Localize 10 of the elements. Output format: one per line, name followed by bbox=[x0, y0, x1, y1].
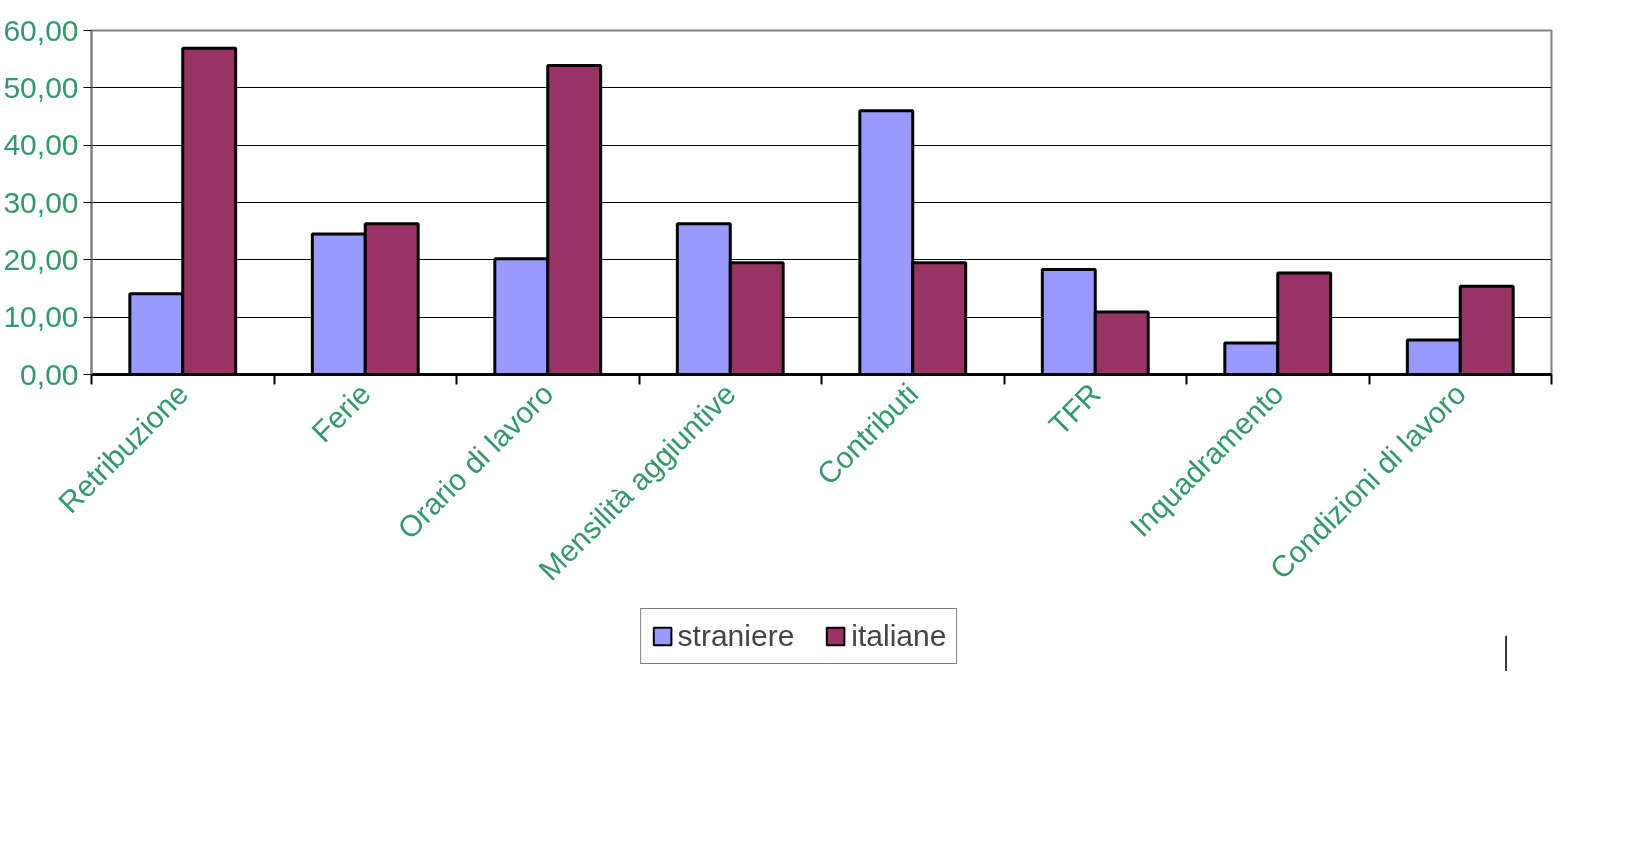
x-tick-label: TFR bbox=[1042, 376, 1107, 442]
y-tick-label: 50,00 bbox=[3, 70, 79, 104]
y-tick-label: 40,00 bbox=[3, 128, 79, 162]
y-tick-label: 60,00 bbox=[3, 13, 79, 47]
y-tick-label: 20,00 bbox=[3, 242, 79, 276]
y-tick-label: 30,00 bbox=[3, 185, 79, 219]
legend-label: italiane bbox=[851, 619, 947, 653]
legend-label: straniere bbox=[677, 619, 795, 653]
y-tick-label: 0,00 bbox=[20, 357, 79, 391]
y-tick-label: 10,00 bbox=[3, 300, 79, 334]
